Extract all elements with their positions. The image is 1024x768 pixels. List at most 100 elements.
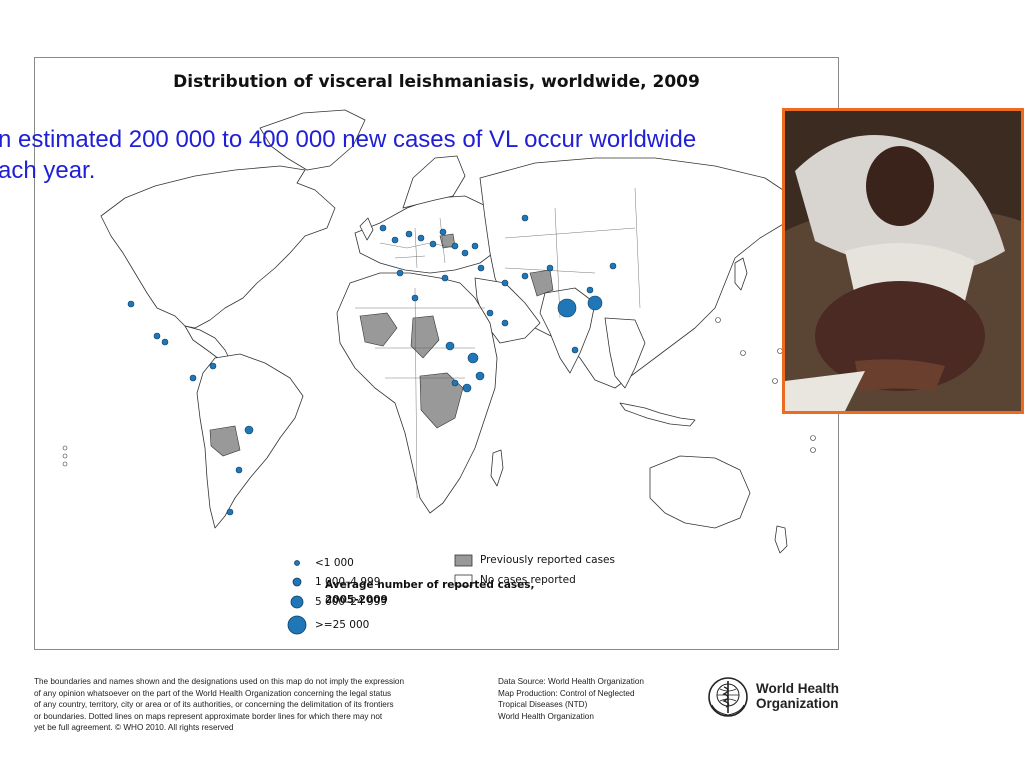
map-panel: Distribution of visceral leishmaniasis, … bbox=[34, 57, 839, 650]
legend-swatch-no-cases bbox=[454, 574, 473, 587]
case-dot bbox=[127, 300, 135, 308]
map-disclaimer: The boundaries and names shown and the d… bbox=[34, 676, 474, 734]
legend-symbol-5000-24999 bbox=[290, 595, 304, 609]
legend-title: Average number of reported cases, 2005-2… bbox=[325, 579, 535, 606]
border-lines-asia bbox=[504, 187, 641, 319]
legend-symbol-ge25000 bbox=[287, 615, 307, 635]
new-zealand-islands bbox=[774, 525, 788, 554]
case-dot bbox=[405, 230, 413, 238]
border-lines-africa bbox=[355, 287, 485, 499]
indonesia-islands bbox=[619, 402, 696, 427]
disclaimer-line: of any opinion whatsoever on the part of… bbox=[34, 688, 392, 698]
madagascar-landmass bbox=[490, 449, 504, 487]
who-name-line-2: Organization bbox=[756, 696, 839, 711]
disclaimer-line: or boundaries. Dotted lines on maps repr… bbox=[34, 711, 383, 721]
case-dot bbox=[411, 294, 419, 302]
case-dot bbox=[546, 264, 554, 272]
case-dot bbox=[189, 374, 197, 382]
case-dot bbox=[445, 341, 455, 351]
legend-label-lt1000: <1 000 bbox=[315, 557, 354, 569]
island-circle bbox=[810, 447, 816, 453]
overlay-line-1: n estimated 200 000 to 400 000 new cases… bbox=[0, 126, 697, 153]
data-source: Data Source: World Health Organization M… bbox=[498, 676, 688, 722]
case-dot bbox=[153, 332, 161, 340]
disclaimer-line: The boundaries and names shown and the d… bbox=[34, 677, 405, 686]
case-dot bbox=[451, 379, 459, 387]
india-landmass bbox=[539, 287, 596, 374]
case-dot bbox=[396, 269, 404, 277]
who-name: World Health Organization bbox=[756, 681, 839, 711]
island-circle bbox=[62, 453, 68, 459]
case-dot bbox=[244, 425, 254, 435]
scandinavia-landmass bbox=[402, 155, 466, 209]
island-circle bbox=[62, 445, 68, 451]
border-lines-europe bbox=[379, 217, 456, 269]
case-dot bbox=[471, 242, 479, 250]
north-america-landmass bbox=[100, 165, 336, 329]
legend-symbol-lt1000 bbox=[294, 560, 300, 566]
map-title: Distribution of visceral leishmaniasis, … bbox=[173, 72, 700, 92]
legend-label-1000-4999: 1 000–4 999 bbox=[315, 576, 381, 588]
case-dot bbox=[501, 279, 509, 287]
case-dot bbox=[521, 214, 529, 222]
case-dot bbox=[235, 466, 243, 474]
grey-area-sahel bbox=[359, 312, 398, 347]
case-dot bbox=[477, 264, 485, 272]
island-circle bbox=[740, 350, 746, 356]
legend-symbol-1000-4999 bbox=[292, 577, 302, 587]
overlay-caption: n estimated 200 000 to 400 000 new cases… bbox=[0, 124, 758, 186]
greenland-landmass bbox=[259, 109, 366, 171]
island-circle bbox=[772, 378, 778, 384]
disclaimer-line: yet be full agreement. © WHO 2010. All r… bbox=[34, 723, 234, 732]
legend-swatch-previously bbox=[454, 554, 473, 567]
who-emblem-icon bbox=[708, 677, 748, 717]
case-dot bbox=[475, 371, 485, 381]
south-america-landmass bbox=[196, 353, 304, 529]
case-dot bbox=[379, 224, 387, 232]
case-dot bbox=[451, 242, 459, 250]
case-dot bbox=[461, 249, 469, 257]
who-name-line-1: World Health bbox=[756, 681, 840, 696]
australia-landmass bbox=[649, 455, 751, 529]
grey-area-chad-sudan bbox=[410, 315, 440, 359]
case-dot bbox=[429, 240, 437, 248]
island-circle bbox=[715, 317, 721, 323]
legend-label-no-cases: No cases reported bbox=[480, 574, 576, 586]
island-circle bbox=[62, 461, 68, 467]
source-line: World Health Organization bbox=[498, 711, 594, 721]
grey-area-brazil-bolivia bbox=[209, 425, 241, 457]
case-dot bbox=[439, 228, 447, 236]
uk-islands bbox=[359, 217, 374, 241]
world-map bbox=[62, 109, 816, 635]
source-line: Tropical Diseases (NTD) bbox=[498, 700, 588, 709]
case-dot bbox=[587, 295, 603, 311]
grey-area-afghanistan bbox=[529, 269, 554, 297]
legend-label-previously-reported: Previously reported cases bbox=[480, 554, 615, 566]
case-dot bbox=[557, 298, 577, 318]
case-dot bbox=[209, 362, 217, 370]
legend-label-5000-24999: 5 000–24 999 bbox=[315, 596, 388, 608]
patient-photo bbox=[782, 108, 1024, 414]
source-line: Data Source: World Health Organization bbox=[498, 677, 644, 686]
case-dot bbox=[609, 262, 617, 270]
case-dot bbox=[462, 383, 472, 393]
case-dot bbox=[501, 319, 509, 327]
case-dot bbox=[521, 272, 529, 280]
japan-islands bbox=[734, 257, 748, 291]
europe-landmass bbox=[354, 195, 506, 274]
island-circle bbox=[810, 435, 816, 441]
southeast-asia-landmass bbox=[604, 317, 646, 389]
case-dot bbox=[441, 274, 449, 282]
who-logo: World Health Organization bbox=[706, 675, 840, 719]
case-dot bbox=[161, 338, 169, 346]
source-line: Map Production: Control of Neglected bbox=[498, 688, 635, 698]
case-dot bbox=[226, 508, 234, 516]
case-dot bbox=[417, 234, 425, 242]
disclaimer-line: of any country, territory, city or area … bbox=[34, 700, 394, 709]
grey-area-central-africa bbox=[419, 372, 464, 429]
case-dot bbox=[486, 309, 494, 317]
case-dot bbox=[571, 346, 579, 354]
legend-label-ge25000: >=25 000 bbox=[315, 619, 370, 631]
africa-landmass bbox=[336, 272, 498, 514]
overlay-line-2: ach year. bbox=[0, 157, 96, 184]
